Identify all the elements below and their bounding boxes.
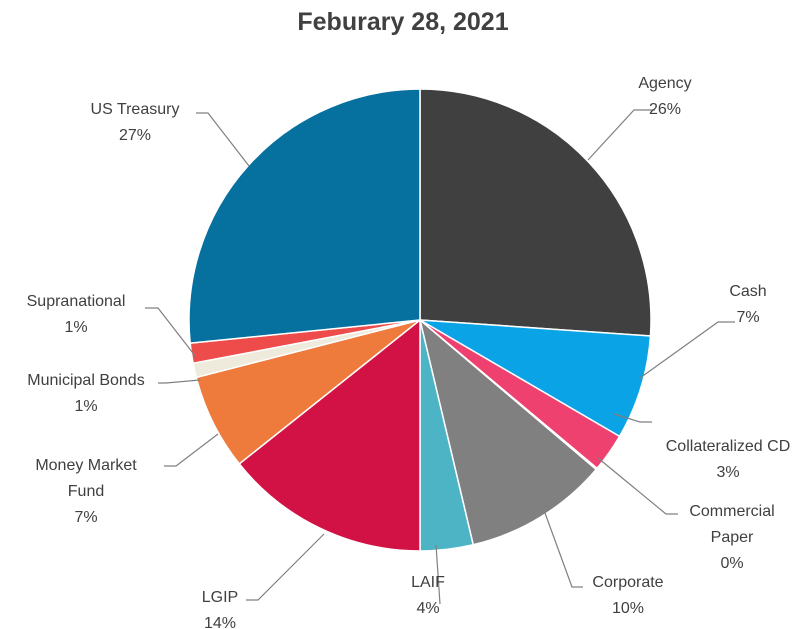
slice-name-collateralized-cd: Collateralized CD — [666, 438, 791, 455]
slice-label-laif: LAIF 4% — [411, 574, 445, 617]
slice-name-cash: Cash — [729, 283, 766, 300]
slice-percent-supranational: 1% — [64, 319, 87, 336]
slice-percent-agency: 26% — [649, 101, 681, 118]
slice-label-corporate: Corporate 10% — [592, 574, 663, 617]
leader-line-municipal-bonds — [158, 379, 201, 384]
slice-label-cash: Cash 7% — [729, 283, 766, 326]
pie-slice-lgip — [238, 318, 421, 552]
slice-label-commercial-paper: Commercial Paper 0% — [689, 503, 774, 572]
slice-percent-us-treasury: 27% — [119, 127, 151, 144]
leader-line-supranational — [145, 307, 197, 358]
slice-name-municipal-bonds: Municipal Bonds — [27, 372, 144, 389]
leader-line-cash — [639, 321, 735, 379]
pie-slice-cash — [419, 319, 652, 438]
slice-label-supranational: Supranational 1% — [27, 293, 126, 336]
slice-name-us-treasury: US Treasury — [91, 101, 180, 118]
leader-line-agency — [587, 109, 655, 161]
leader-line-money-market-fund — [164, 433, 219, 467]
slice-label-us-treasury: US Treasury 27% — [91, 101, 180, 144]
pie-slice-corporate — [418, 317, 598, 546]
slice-label-collateralized-cd: Collateralized CD 3% — [666, 438, 791, 481]
slice-name-laif: LAIF — [411, 574, 445, 591]
slice-percent-corporate: 10% — [612, 600, 644, 617]
slice-label-money-market-fund: Money Market Fund 7% — [35, 457, 137, 526]
chart-title: Feburary 28, 2021 — [297, 8, 509, 36]
slice-name-commercial-paper: Paper — [711, 529, 754, 546]
pie-slice-us-treasury — [188, 88, 421, 345]
slice-percent-commercial-paper: 0% — [720, 555, 743, 572]
leader-line-collateralized-cd — [613, 413, 652, 423]
leader-line-commercial-paper — [597, 457, 678, 515]
slice-label-municipal-bonds: Municipal Bonds 1% — [27, 372, 144, 415]
slice-percent-municipal-bonds: 1% — [74, 398, 97, 415]
slice-name-money-market-fund: Money Market — [35, 457, 137, 474]
slice-label-agency: Agency 26% — [638, 75, 691, 118]
slice-percent-cash: 7% — [736, 309, 759, 326]
pie-slice-agency — [419, 88, 652, 337]
leader-line-lgip — [246, 533, 325, 601]
slice-name-corporate: Corporate — [592, 574, 663, 591]
leader-line-us-treasury — [196, 112, 250, 167]
slice-label-lgip: LGIP 14% — [202, 589, 238, 629]
slice-percent-collateralized-cd: 3% — [716, 464, 739, 481]
slice-name-money-market-fund: Fund — [68, 483, 104, 500]
slice-percent-laif: 4% — [416, 600, 439, 617]
leader-line-corporate — [544, 512, 583, 588]
slice-percent-lgip: 14% — [204, 615, 236, 629]
slice-percent-money-market-fund: 7% — [74, 509, 97, 526]
slice-name-supranational: Supranational — [27, 293, 126, 310]
slice-name-commercial-paper: Commercial — [689, 503, 774, 520]
slice-name-lgip: LGIP — [202, 589, 238, 606]
leader-line-laif — [435, 544, 441, 605]
slice-name-agency: Agency — [638, 75, 691, 92]
